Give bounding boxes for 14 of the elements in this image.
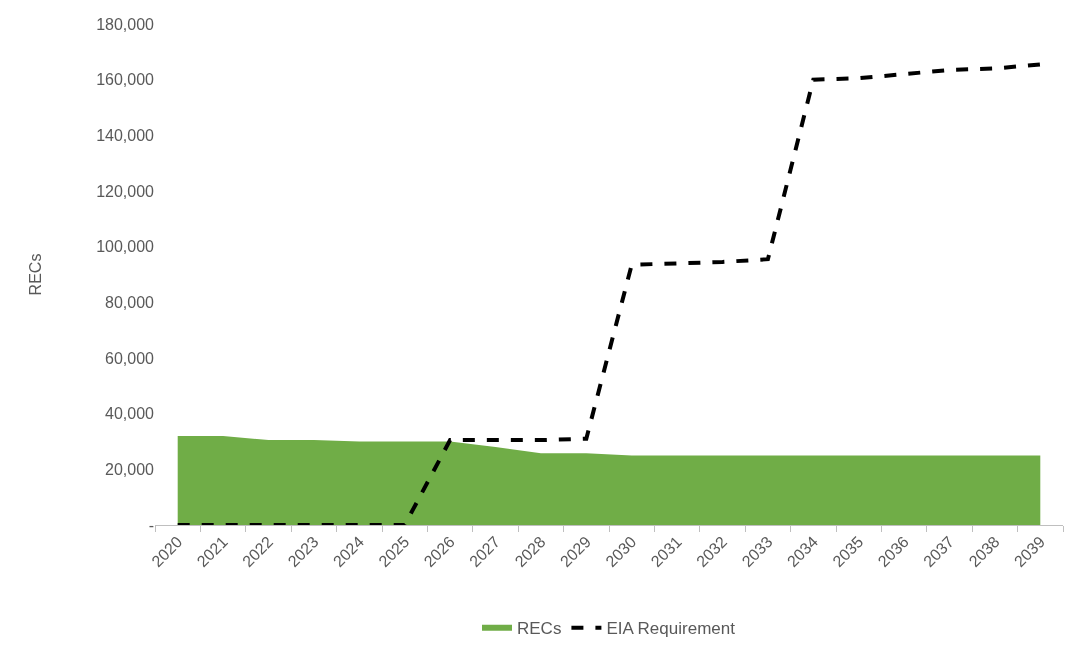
y-tick-label: 40,000	[105, 405, 155, 423]
y-tick-label: 120,000	[96, 182, 155, 200]
line-series	[175, 62, 1043, 525]
y-tick-label: 180,000	[96, 15, 155, 33]
y-tick-label: 140,000	[96, 126, 155, 144]
legend-label: RECs	[517, 619, 562, 639]
y-tick-label: 20,000	[105, 460, 155, 478]
y-tick-label: 100,000	[96, 238, 155, 256]
legend-label: EIA Requirement	[606, 619, 736, 639]
y-axis-title: RECs	[27, 253, 45, 296]
y-tick-label: 160,000	[96, 71, 155, 89]
y-tick-label: 80,000	[105, 293, 155, 311]
y-tick-label: 60,000	[105, 349, 155, 367]
y-tick-label: -	[148, 516, 154, 534]
